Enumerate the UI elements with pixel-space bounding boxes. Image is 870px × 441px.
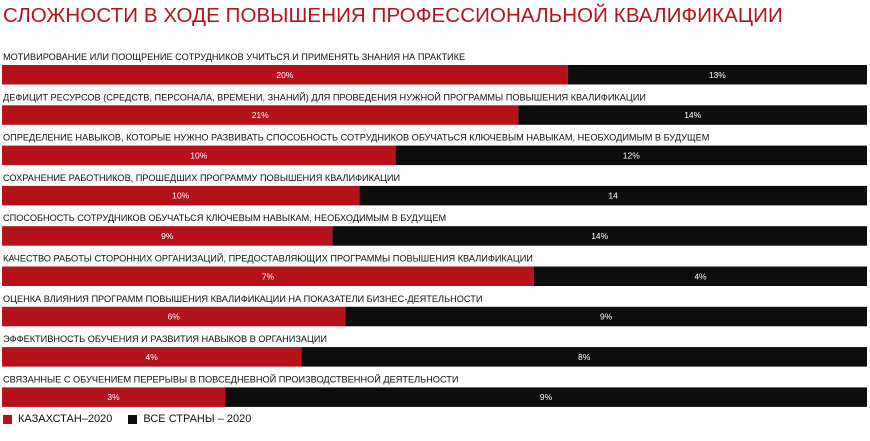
bar-kazakhstan [2,347,302,367]
data-label-all-countries: 9% [540,392,553,402]
bar-all-countries [567,65,867,85]
data-label-kazakhstan: 4% [145,352,158,362]
bar-all-countries [345,306,867,327]
data-label-all-countries: 4% [694,271,707,281]
data-label-kazakhstan: 21% [252,110,269,120]
data-label-kazakhstan: 9% [161,231,174,241]
category-label: МОТИВИРОВАНИЕ ИЛИ ПООЩРЕНИЕ СОТРУДНИКОВ … [3,52,465,62]
bar-kazakhstan [2,387,226,407]
legend-swatch-kazakhstan [3,414,12,424]
bar-all-countries [225,387,868,407]
data-label-all-countries: 12% [623,150,640,160]
data-label-kazakhstan: 6% [168,312,181,322]
legend-item-all-countries: ВСЕ СТРАНЫ – 2020 [128,413,251,425]
data-label-kazakhstan: 7% [262,271,275,281]
legend-swatch-all-countries [128,414,138,424]
data-label-all-countries: 9% [600,312,613,322]
data-label-kazakhstan: 20% [276,70,293,80]
data-label-kazakhstan: 3% [107,392,120,402]
category-label: СОХРАНЕНИЕ РАБОТНИКОВ, ПРОШЕДШИХ ПРОГРАМ… [3,173,400,183]
category-label: ДЕФИЦИТ РЕСУРСОВ (СРЕДСТВ, ПЕРСОНАЛА, ВР… [3,91,646,102]
data-label-kazakhstan: 10% [190,150,207,160]
category-label: ЭФФЕКТИВНОСТЬ ОБУЧЕНИЯ И РАЗВИТИЯ НАВЫКО… [3,334,327,344]
legend-label-all-countries: ВСЕ СТРАНЫ – 2020 [143,413,252,425]
data-label-all-countries: 14% [684,110,701,120]
category-label: СВЯЗАННЫЕ С ОБУЧЕНИЕМ ПЕРЕРЫВЫ В ПОВСЕДН… [3,373,459,384]
data-label-all-countries: 14% [591,231,608,241]
legend: КАЗАХСТАН–2020 ВСЕ СТРАНЫ – 2020 [3,413,267,425]
category-label: ОПРЕДЕЛЕНИЕ НАВЫКОВ, КОТОРЫЕ НУЖНО РАЗВИ… [3,133,709,143]
bar-kazakhstan [2,185,360,206]
bar-kazakhstan [2,266,534,286]
data-label-all-countries: 8% [578,352,591,362]
bar-all-countries [301,347,867,367]
legend-item-kazakhstan: КАЗАХСТАН–2020 [3,413,112,425]
chart-title: СЛОЖНОСТИ В ХОДЕ ПОВЫШЕНИЯ ПРОФЕССИОНАЛЬ… [3,4,783,27]
data-label-all-countries: 13% [709,70,726,80]
bar-kazakhstan [2,105,519,125]
bar-all-countries [533,266,867,286]
bar-all-countries [332,226,867,246]
bar-kazakhstan [2,145,396,166]
legend-label-kazakhstan: КАЗАХСТАН–2020 [18,413,113,425]
category-label: ОЦЕНКА ВЛИЯНИЯ ПРОГРАММ ПОВЫШЕНИЯ КВАЛИФ… [3,294,482,304]
bar-all-countries [395,145,867,166]
bar-kazakhstan [2,306,346,327]
category-label: КАЧЕСТВО РАБОТЫ СТОРОННИХ ОРГАНИЗАЦИЙ, П… [3,253,533,264]
bar-kazakhstan [2,65,568,85]
data-label-kazakhstan: 10% [172,191,189,201]
bar-kazakhstan [2,226,333,246]
bar-all-countries [518,105,867,125]
data-label-all-countries: 14 [608,191,618,201]
category-label: СПОСОБНОСТЬ СОТРУДНИКОВ ОБУЧАТЬСЯ КЛЮЧЕВ… [3,213,446,223]
bar-all-countries [359,185,867,206]
